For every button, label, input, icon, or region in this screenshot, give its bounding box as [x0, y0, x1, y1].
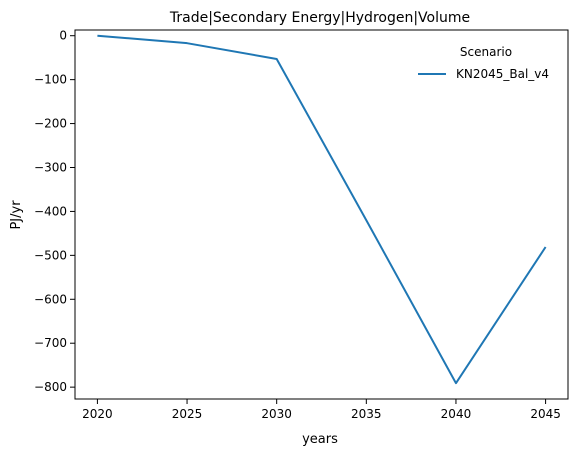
- series-line: [97, 34, 547, 385]
- y-tick-label: −500: [34, 248, 67, 262]
- plot-area-frame: [74, 29, 569, 400]
- x-tick-label: 2040: [441, 407, 472, 421]
- legend-entry-label: KN2045_Bal_v4: [456, 67, 549, 81]
- chart-title: Trade|Secondary Energy|Hydrogen|Volume: [169, 10, 470, 26]
- legend-title: Scenario: [460, 45, 512, 59]
- y-axis-label: PJ/yr: [9, 200, 24, 230]
- y-tick-label: −700: [34, 336, 67, 350]
- y-tick-label: −800: [34, 380, 67, 394]
- legend: Scenario KN2045_Bal_v4: [418, 45, 549, 81]
- x-tick-label: 2030: [261, 407, 292, 421]
- x-tick-label: 2020: [82, 407, 113, 421]
- y-tick-label: −200: [34, 117, 67, 131]
- y-tick-label: −400: [34, 204, 67, 218]
- axis-ticks: 2020 2025 2030 2035 2040 2045 0 −100 −200 −300 −40…: [34, 29, 561, 421]
- y-tick-label: −100: [34, 73, 67, 87]
- x-axis-label: years: [302, 432, 338, 447]
- y-tick-label: −600: [34, 292, 67, 306]
- y-tick-label: 0: [59, 29, 67, 43]
- x-tick-label: 2035: [351, 407, 382, 421]
- x-tick-label: 2025: [172, 407, 203, 421]
- y-tick-label: −300: [34, 160, 67, 174]
- series-layer: [97, 34, 547, 385]
- x-tick-label: 2045: [530, 407, 561, 421]
